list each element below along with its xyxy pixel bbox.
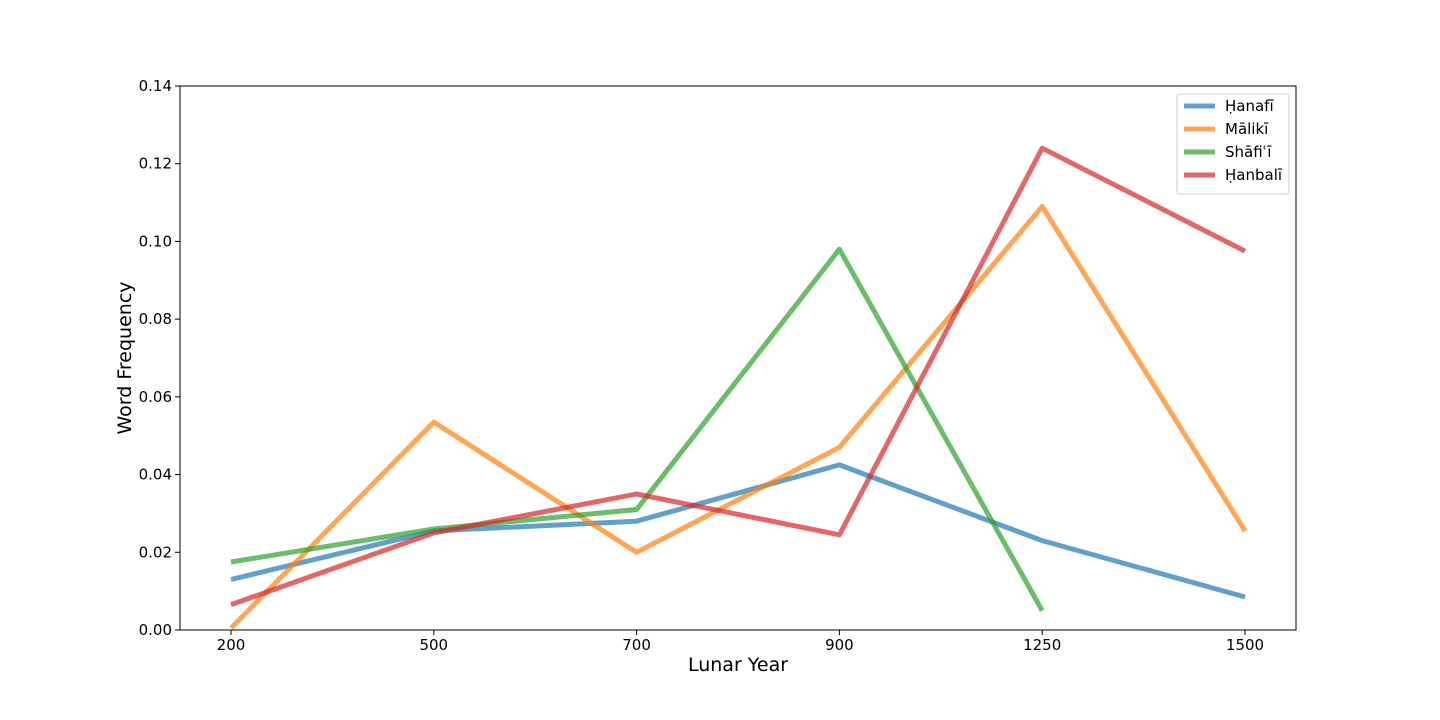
plot-frame [179,85,1297,631]
x-tick-label: 700 [622,636,651,654]
x-tick-label: 200 [217,636,246,654]
series-lines [229,145,1248,630]
y-tick-label: 0.04 [139,466,172,484]
y-tick-label: 0.00 [139,621,172,639]
legend: Ḥanafī Mālikī Shāfiʿī Ḥanbalī [1176,93,1290,195]
legend-label: Mālikī [1225,120,1269,138]
series-line-3 [230,246,1045,612]
series-line-2 [229,204,1248,630]
series-line-1 [230,462,1246,600]
legend-box [1176,93,1290,195]
series-line-4 [230,145,1247,608]
y-tick-label: 0.10 [139,232,172,250]
y-tick-label: 0.12 [139,155,172,173]
x-tick-label: 900 [825,636,854,654]
x-tick-label: 500 [419,636,448,654]
y-axis-label: Word Frequency [114,281,136,434]
y-tick-label: 0.02 [139,543,172,561]
y-tick-label: 0.14 [139,77,172,95]
y-tick-label: 0.06 [139,388,172,406]
x-axis-label: Lunar Year [688,654,788,676]
legend-label: Shāfiʿī [1225,143,1272,161]
y-tick-label: 0.08 [139,310,172,328]
x-axis: 200 500 700 900 1250 1500 [217,630,1264,654]
y-axis: 0.00 0.02 0.04 0.06 0.08 0.10 0.12 0.14 [139,77,180,639]
legend-label: Ḥanbalī [1225,166,1283,184]
plot-area [179,85,1297,631]
legend-label: Ḥanafī [1225,97,1274,115]
x-tick-label: 1500 [1226,636,1264,654]
x-tick-label: 1250 [1023,636,1061,654]
